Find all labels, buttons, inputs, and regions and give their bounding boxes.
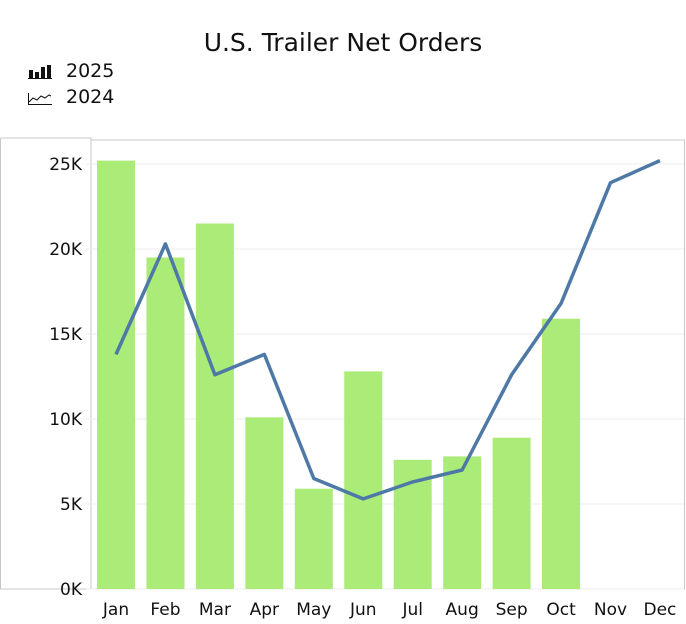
bar-chart-icon xyxy=(28,65,52,79)
line-chart-icon xyxy=(28,93,52,105)
x-tick-label: Aug xyxy=(446,600,479,620)
legend-label: 2024 xyxy=(66,86,115,108)
y-tick-label: 5K xyxy=(60,495,83,515)
x-tick-label: Jun xyxy=(349,600,377,620)
bar-jun xyxy=(344,371,383,589)
bar-aug xyxy=(443,456,482,589)
x-tick-label: Oct xyxy=(546,600,576,620)
x-tick-label: Jul xyxy=(401,600,423,620)
x-tick-label: Nov xyxy=(594,600,627,620)
bar-oct xyxy=(542,318,581,589)
bar-jan xyxy=(97,160,135,589)
y-tick-label: 20K xyxy=(49,240,83,260)
x-tick-label: Mar xyxy=(199,600,231,620)
legend-label: 2025 xyxy=(66,60,115,82)
x-tick-label: Feb xyxy=(150,600,180,620)
legend-item-2025[interactable]: 2025 xyxy=(28,60,114,82)
chart-title: U.S. Trailer Net Orders xyxy=(203,28,483,57)
line-2024 xyxy=(114,159,661,501)
bar-may xyxy=(294,488,333,589)
x-tick-label: Jan xyxy=(102,600,129,620)
x-tick-label: Apr xyxy=(250,600,279,620)
y-tick-label: 10K xyxy=(49,410,83,430)
y-tick-label: 0K xyxy=(60,580,83,600)
bar-mar xyxy=(195,223,234,589)
bar-apr xyxy=(245,417,284,589)
y-tick-label: 25K xyxy=(49,155,83,175)
x-tick-label: Dec xyxy=(643,600,676,620)
x-tick-label: Sep xyxy=(496,600,528,620)
x-tick-label: May xyxy=(296,600,331,620)
y-tick-label: 15K xyxy=(49,325,83,345)
bar-sep xyxy=(492,437,531,589)
bar-feb xyxy=(146,257,185,589)
legend-item-2024[interactable]: 2024 xyxy=(28,86,114,108)
